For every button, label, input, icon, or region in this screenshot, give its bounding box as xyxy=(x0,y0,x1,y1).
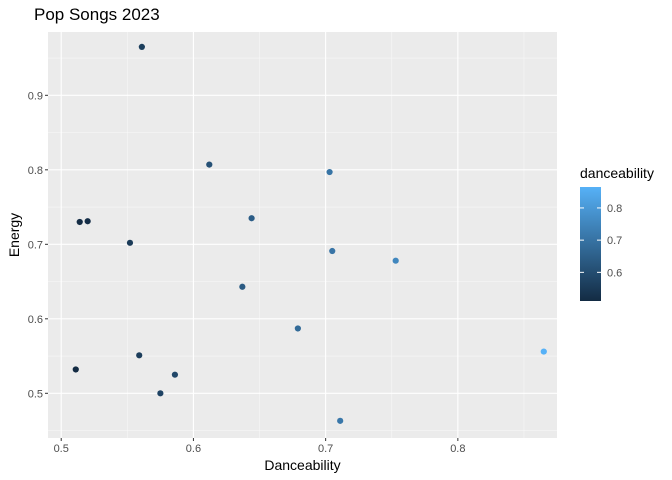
data-point xyxy=(326,168,333,176)
x-tick-label: 0.8 xyxy=(450,443,465,455)
data-point xyxy=(206,161,213,168)
data-point xyxy=(126,239,134,246)
data-point xyxy=(138,43,145,50)
y-tick-label: 0.5 xyxy=(28,388,43,400)
data-point xyxy=(239,283,246,290)
data-points xyxy=(72,43,547,424)
y-axis: 0.5 0.6 0.7 0.8 0.9 xyxy=(28,90,48,400)
plot-panel xyxy=(48,32,557,438)
y-axis-title: Energy xyxy=(6,213,22,257)
legend-ticks: 0.6 0.7 0.8 xyxy=(580,203,622,279)
major-gridlines xyxy=(48,32,557,438)
chart-title: Pop Songs 2023 xyxy=(34,5,160,24)
x-tick-label: 0.6 xyxy=(186,443,201,455)
color-legend: danceability 0.6 0.7 0.8 xyxy=(580,165,654,301)
data-point xyxy=(248,215,255,222)
data-point xyxy=(84,218,91,225)
data-point xyxy=(76,218,83,226)
legend-colorbar xyxy=(580,187,601,301)
y-tick-label: 0.6 xyxy=(28,314,43,326)
legend-tick-label: 0.7 xyxy=(607,235,622,247)
y-tick-label: 0.8 xyxy=(28,165,43,177)
data-point xyxy=(72,366,79,373)
y-tick-label: 0.7 xyxy=(28,239,43,251)
legend-title: danceability xyxy=(580,165,654,181)
data-point xyxy=(171,371,179,378)
legend-tick-label: 0.8 xyxy=(607,203,622,215)
data-point xyxy=(540,348,547,355)
x-axis-title: Danceability xyxy=(264,457,340,473)
data-point xyxy=(157,390,164,397)
x-tick-label: 0.5 xyxy=(54,443,69,455)
minor-gridlines xyxy=(48,32,557,438)
y-tick-label: 0.9 xyxy=(28,90,43,102)
x-tick-label: 0.7 xyxy=(318,443,333,455)
x-axis: 0.5 0.6 0.7 0.8 xyxy=(54,438,465,455)
data-point xyxy=(329,247,336,255)
data-point xyxy=(392,257,399,264)
legend-tick-label: 0.6 xyxy=(607,267,622,279)
data-point xyxy=(294,325,301,332)
data-point xyxy=(337,417,344,424)
data-point xyxy=(136,352,143,359)
